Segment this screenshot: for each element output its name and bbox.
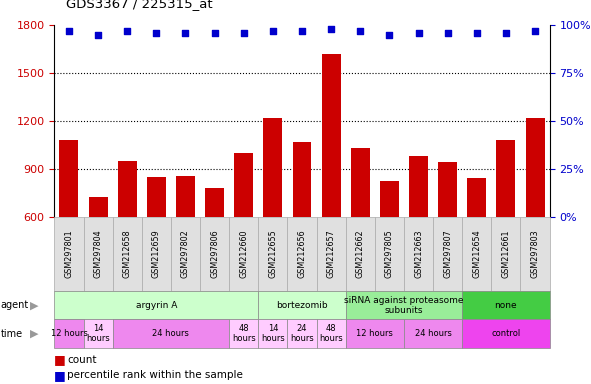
Text: GSM212658: GSM212658 [123,230,132,278]
Point [443,30,452,36]
Text: GSM212654: GSM212654 [472,230,481,278]
Text: GSM212660: GSM212660 [239,230,248,278]
Text: control: control [491,329,521,338]
Text: 24
hours: 24 hours [290,324,314,343]
Text: 14
hours: 14 hours [261,324,285,343]
Text: GSM212662: GSM212662 [356,230,365,278]
Bar [205,188,224,313]
Text: 24 hours: 24 hours [415,329,452,338]
Text: 12 hours: 12 hours [50,329,87,338]
Bar [118,161,137,313]
Bar [467,178,486,313]
Text: GSM212655: GSM212655 [268,230,277,278]
Point [93,31,103,38]
Bar [60,140,79,313]
Point [268,28,278,34]
Text: 14
hours: 14 hours [86,324,110,343]
Bar [147,177,166,313]
Text: GSM297803: GSM297803 [531,230,540,278]
Text: none: none [495,301,517,310]
Point [530,28,540,34]
Bar [264,118,282,313]
Bar [234,153,253,313]
Text: ■: ■ [54,353,66,366]
Text: GDS3367 / 225315_at: GDS3367 / 225315_at [66,0,213,10]
Text: argyrin A: argyrin A [136,301,177,310]
Text: GSM297804: GSM297804 [93,230,103,278]
Point [181,30,190,36]
Text: 48
hours: 48 hours [319,324,343,343]
Bar [380,182,399,313]
Text: 12 hours: 12 hours [356,329,393,338]
Text: GSM297806: GSM297806 [210,230,219,278]
Point [239,30,248,36]
Bar [351,148,370,313]
Bar [89,197,108,313]
Text: count: count [67,354,97,365]
Point [501,30,511,36]
Text: GSM297805: GSM297805 [385,230,394,278]
Text: 48
hours: 48 hours [232,324,256,343]
Text: GSM297807: GSM297807 [443,230,452,278]
Bar [176,176,195,313]
Text: ▶: ▶ [30,328,38,339]
Text: ▶: ▶ [30,300,38,311]
Point [385,31,394,38]
Text: ■: ■ [54,369,66,382]
Point [64,28,74,34]
Text: percentile rank within the sample: percentile rank within the sample [67,370,243,380]
Text: GSM212659: GSM212659 [152,230,161,278]
Text: GSM297802: GSM297802 [181,230,190,278]
Text: 24 hours: 24 hours [152,329,189,338]
Point [210,30,219,36]
Point [356,28,365,34]
Point [414,30,423,36]
Point [472,30,482,36]
Text: bortezomib: bortezomib [276,301,328,310]
Text: GSM212656: GSM212656 [297,230,307,278]
Text: GSM212661: GSM212661 [501,230,511,278]
Bar [322,54,340,313]
Text: GSM212657: GSM212657 [327,230,336,278]
Bar [525,118,544,313]
Text: time: time [1,328,22,339]
Bar [293,142,311,313]
Point [297,28,307,34]
Text: agent: agent [1,300,29,311]
Bar [409,156,428,313]
Text: siRNA against proteasome
subunits: siRNA against proteasome subunits [344,296,464,315]
Text: GSM297801: GSM297801 [64,230,73,278]
Bar [496,140,515,313]
Point [326,26,336,32]
Text: GSM212663: GSM212663 [414,230,423,278]
Point [152,30,161,36]
Point [122,28,132,34]
Bar [438,162,457,313]
